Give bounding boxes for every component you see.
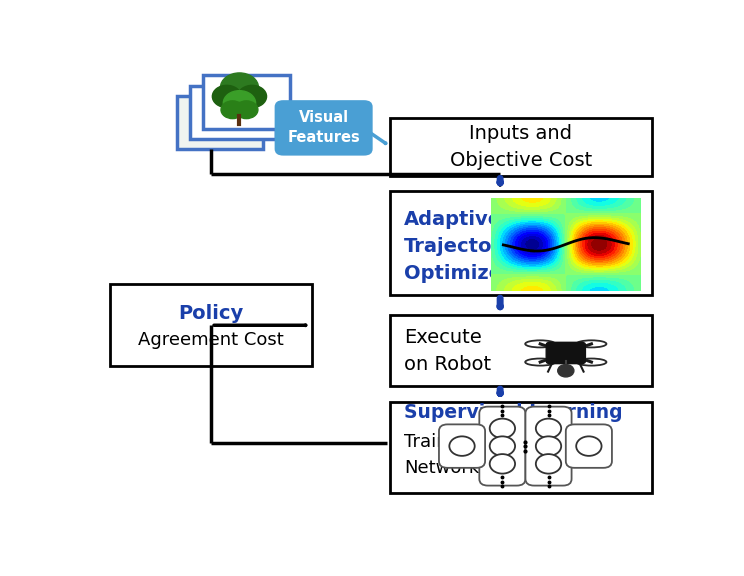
Circle shape (536, 419, 561, 438)
Circle shape (490, 437, 515, 456)
Circle shape (238, 85, 266, 108)
Text: Supervised Learning: Supervised Learning (405, 403, 623, 422)
Text: Adaptive
Trajectory
Optimizer: Adaptive Trajectory Optimizer (405, 210, 516, 283)
FancyBboxPatch shape (390, 191, 652, 295)
Circle shape (220, 73, 258, 102)
FancyBboxPatch shape (479, 407, 525, 486)
Circle shape (235, 101, 258, 119)
FancyBboxPatch shape (546, 342, 586, 363)
Text: Visual
Features: Visual Features (287, 110, 360, 145)
FancyBboxPatch shape (390, 315, 652, 386)
FancyBboxPatch shape (525, 407, 571, 486)
FancyBboxPatch shape (566, 425, 612, 468)
Circle shape (221, 101, 244, 119)
Circle shape (449, 437, 475, 456)
Text: Inputs and
Objective Cost: Inputs and Objective Cost (449, 124, 592, 170)
Circle shape (223, 90, 256, 116)
Circle shape (536, 454, 561, 473)
Circle shape (490, 419, 515, 438)
Text: Agreement Cost: Agreement Cost (138, 331, 284, 348)
Circle shape (536, 437, 561, 456)
FancyBboxPatch shape (275, 100, 373, 156)
FancyBboxPatch shape (203, 75, 289, 128)
FancyBboxPatch shape (176, 96, 263, 149)
FancyBboxPatch shape (439, 425, 485, 468)
Text: Train Neural
Network: Train Neural Network (405, 433, 513, 477)
Circle shape (558, 365, 574, 377)
Text: Policy: Policy (179, 305, 244, 324)
FancyBboxPatch shape (110, 284, 312, 366)
Circle shape (490, 454, 515, 473)
Circle shape (576, 437, 602, 456)
FancyBboxPatch shape (390, 402, 652, 492)
Circle shape (212, 85, 241, 108)
FancyBboxPatch shape (390, 118, 652, 176)
Text: Execute
on Robot: Execute on Robot (405, 328, 492, 374)
FancyBboxPatch shape (190, 85, 276, 139)
